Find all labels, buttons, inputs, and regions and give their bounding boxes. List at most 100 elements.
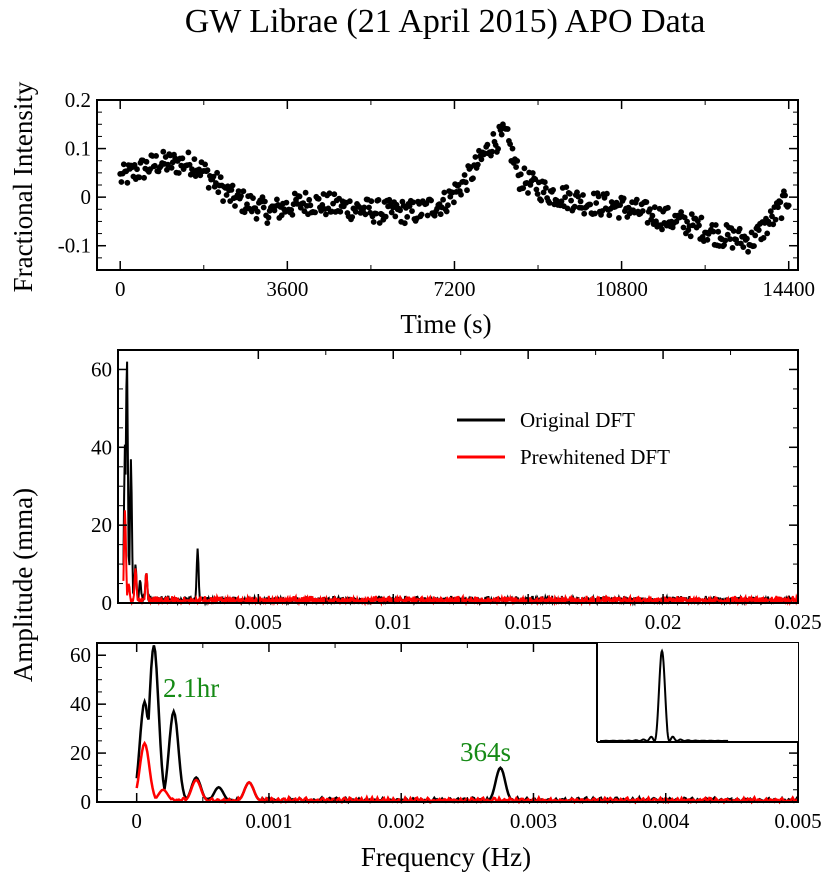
- spectral-window-inset: [596, 643, 798, 743]
- light-curve-point: [767, 208, 774, 215]
- light-curve-point: [331, 191, 338, 198]
- light-curve-point: [160, 148, 167, 155]
- light-curve-point: [595, 193, 602, 200]
- light-curve-point: [229, 182, 236, 189]
- light-curve-point: [373, 210, 379, 217]
- frequency-xlabel: Frequency (Hz): [361, 842, 531, 872]
- light-curve-point: [349, 214, 356, 220]
- light-curve-point: [571, 203, 578, 210]
- light-curve-point: [490, 131, 497, 137]
- light-curve-point: [474, 161, 481, 168]
- light-curve-panel: 0 3600 7200 10800 14400 -0.1 0 0.1 0.2 Fractiona…: [8, 81, 815, 339]
- dft-full-original-line: [122, 361, 799, 607]
- light-curve-point: [306, 196, 313, 203]
- light-curve-xtick-label: 10800: [595, 277, 648, 301]
- light-curve-point: [143, 158, 150, 165]
- light-curve-point: [604, 190, 610, 197]
- dft-zoom-xtick-label: 0.002: [378, 809, 425, 833]
- annotation-2-1hr: 2.1hr: [163, 673, 219, 703]
- light-curve-point: [617, 202, 623, 209]
- dft-full-frame: [117, 349, 799, 604]
- light-curve-point: [562, 194, 568, 201]
- inset-bg: [597, 643, 798, 742]
- light-curve-point: [288, 207, 295, 213]
- light-curve-point: [550, 187, 556, 193]
- dft-full-ticks: 0.005 0.01 0.015 0.02 0.025 0 20 40 60: [91, 349, 822, 634]
- light-curve-point: [592, 210, 598, 217]
- light-curve-point: [564, 205, 571, 212]
- light-curve-point: [684, 218, 690, 225]
- dft-zoom-xtick-label: 0.004: [642, 809, 690, 833]
- light-curve-point: [382, 213, 389, 220]
- light-curve-point: [214, 169, 221, 176]
- light-curve-point: [507, 141, 513, 148]
- light-curve-point: [567, 190, 573, 197]
- light-curve-point: [179, 155, 186, 162]
- light-curve-point: [370, 219, 377, 225]
- light-curve-point: [451, 199, 457, 206]
- inset-spectral-window-line: [599, 648, 729, 743]
- light-curve-point: [366, 204, 372, 211]
- light-curve-point: [489, 148, 495, 155]
- light-curve-point: [498, 131, 505, 138]
- light-curve-point: [581, 210, 588, 217]
- light-curve-point: [397, 207, 403, 214]
- light-curve-point: [164, 166, 170, 173]
- dft-zoom-ytick-label: 60: [70, 643, 91, 667]
- light-curve-point: [441, 189, 448, 196]
- light-curve-points: [117, 121, 792, 255]
- light-curve-point: [294, 200, 301, 207]
- light-curve-point: [745, 248, 751, 255]
- legend-prewhitened-label: Prewhitened DFT: [520, 445, 670, 469]
- light-curve-point: [724, 231, 731, 238]
- light-curve-point: [643, 199, 650, 206]
- light-curve-point: [529, 170, 536, 176]
- light-curve-point: [687, 233, 694, 240]
- light-curve-point: [289, 211, 296, 218]
- light-curve-point: [259, 194, 266, 201]
- light-curve-point: [392, 213, 399, 220]
- light-curve-point: [447, 193, 454, 200]
- light-curve-point: [513, 164, 519, 171]
- light-curve-point: [409, 208, 415, 215]
- light-curve-point: [740, 244, 747, 251]
- light-curve-point: [665, 204, 671, 211]
- dft-full-ytick-label: 0: [102, 591, 113, 615]
- dft-full-xtick-label: 0.025: [774, 610, 821, 634]
- light-curve-point: [141, 174, 148, 181]
- light-curve-point: [710, 228, 717, 235]
- dft-zoom-ytick-label: 40: [70, 692, 91, 716]
- light-curve-point: [428, 197, 434, 204]
- light-curve-point: [580, 192, 586, 198]
- light-curve-point: [352, 208, 359, 215]
- light-curve-point: [478, 156, 485, 163]
- light-curve-point: [470, 175, 476, 182]
- light-curve-point: [152, 162, 158, 169]
- light-curve-point: [240, 188, 247, 195]
- dft-zoom-ytick-label: 0: [81, 790, 92, 814]
- light-curve-point: [509, 145, 516, 152]
- amplitude-ylabel: Amplitude (mma): [8, 488, 38, 682]
- light-curve-point: [186, 161, 193, 168]
- light-curve-point: [464, 187, 470, 194]
- light-curve-point: [302, 189, 309, 196]
- light-curve-point: [131, 162, 138, 168]
- dft-zoom-ytick-label: 20: [70, 741, 91, 765]
- light-curve-point: [264, 220, 271, 227]
- light-curve-point: [406, 203, 413, 210]
- light-curve-point: [346, 198, 353, 205]
- light-curve-point: [514, 158, 521, 164]
- light-curve-ytick-label: 0: [81, 185, 92, 209]
- light-curve-point: [191, 156, 198, 163]
- light-curve-point: [283, 199, 290, 206]
- light-curve-point: [712, 222, 719, 228]
- light-curve-point: [205, 184, 212, 191]
- legend-original-label: Original DFT: [520, 408, 635, 432]
- light-curve-point: [118, 179, 125, 185]
- light-curve-point: [410, 199, 417, 206]
- light-curve-ytick-label: 0.2: [65, 88, 91, 112]
- light-curve-point: [721, 242, 727, 248]
- light-curve-point: [782, 192, 788, 199]
